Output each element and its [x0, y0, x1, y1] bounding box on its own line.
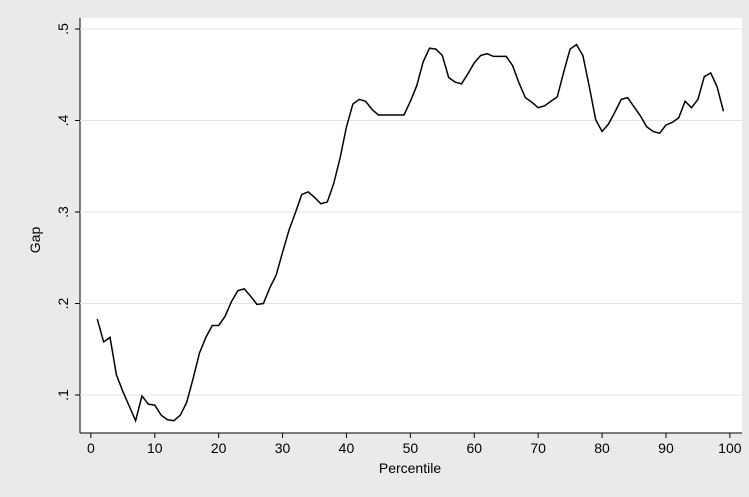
x-tick-label: 70 — [530, 440, 546, 456]
x-tick-label: 0 — [87, 440, 95, 456]
x-tick-label: 30 — [275, 440, 291, 456]
x-tick-label: 60 — [466, 440, 482, 456]
y-tick-label: .4 — [55, 114, 71, 126]
y-tick-label: .2 — [55, 297, 71, 309]
x-tick-label: 50 — [403, 440, 419, 456]
x-tick-label: 40 — [339, 440, 355, 456]
y-axis-label: Gap — [27, 227, 43, 254]
x-tick-label: 20 — [211, 440, 227, 456]
data-line — [96, 43, 725, 423]
x-axis-label: Percentile — [379, 460, 441, 476]
x-tick-label: 90 — [658, 440, 674, 456]
x-tick-label: 80 — [594, 440, 610, 456]
x-tick-label: 100 — [718, 440, 742, 456]
plot-area — [80, 18, 742, 433]
y-tick-label: .1 — [55, 389, 71, 401]
y-tick-label: .3 — [55, 206, 71, 218]
x-tick-label: 10 — [147, 440, 163, 456]
y-tick-label: .5 — [55, 23, 71, 35]
